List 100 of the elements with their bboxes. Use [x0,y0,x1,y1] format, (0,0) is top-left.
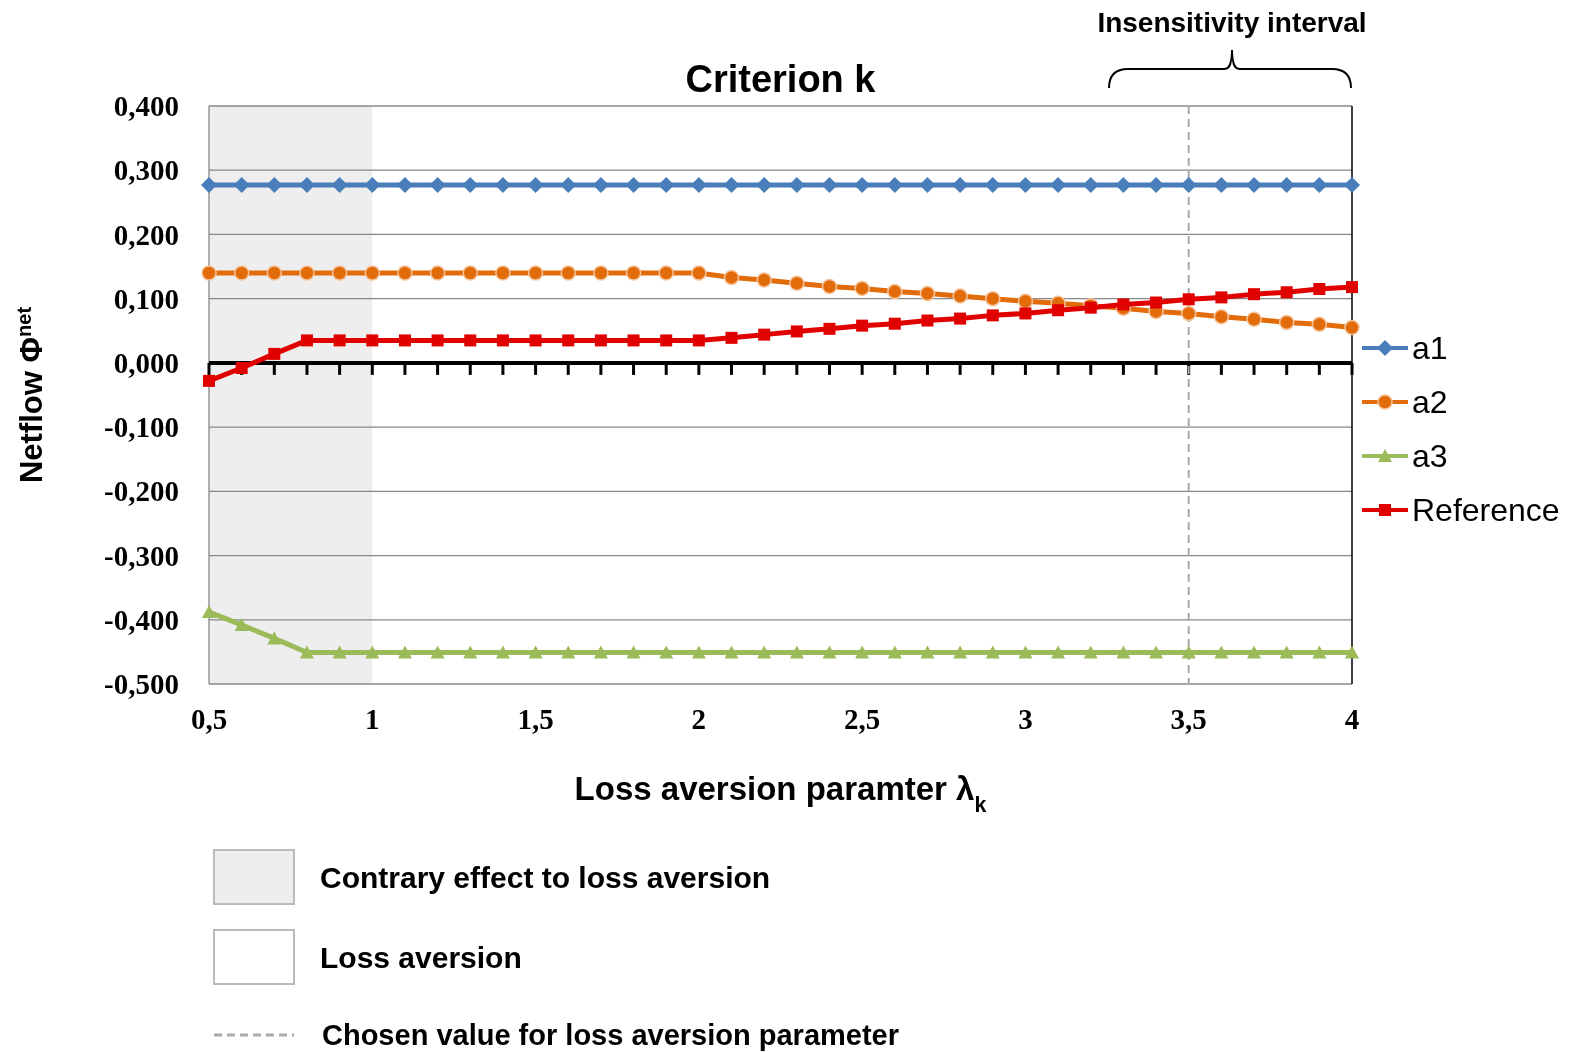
point [789,645,804,659]
point [464,334,477,347]
point [300,334,313,347]
point [561,645,576,659]
point [854,280,870,297]
point [266,265,283,281]
point [203,374,215,387]
point [1150,296,1163,309]
point [235,362,248,375]
point [660,334,673,347]
point [919,176,936,193]
point [725,331,738,344]
point [1017,176,1034,193]
point [234,617,249,631]
legend-label: Reference [1412,492,1560,529]
y-tick-label: -0,500 [104,668,179,701]
point [692,334,705,347]
y-tick-label: -0,400 [104,603,179,636]
point [1213,308,1230,325]
legend-label: Contrary effect to loss aversion [320,860,771,894]
point [1116,645,1131,659]
point [855,645,870,659]
point [397,645,412,659]
y-tick-label: 0,000 [113,347,179,380]
point [331,176,348,193]
point [723,176,740,193]
point [888,317,901,330]
point [431,334,444,347]
y-tick-label: -0,200 [104,475,179,508]
point [1280,286,1293,299]
point [691,265,707,281]
point [756,272,772,288]
point [331,265,348,281]
y-tick-label: -0,100 [104,411,179,444]
point [921,314,934,327]
point [333,334,346,347]
point [202,605,216,619]
point [789,275,805,291]
point [201,176,217,193]
point [560,265,576,281]
y-tick-label: 0,300 [113,154,179,187]
point [985,290,1001,307]
point [233,265,250,281]
point [593,645,608,659]
point [985,645,1000,659]
point [856,319,869,332]
point [658,265,674,281]
point [1180,305,1197,322]
point [723,269,740,286]
point [1115,176,1132,193]
x-tick-label: 0,5 [190,703,228,735]
point [724,645,739,659]
point [1117,298,1130,311]
point [430,645,445,659]
x-tick-label: 1 [365,703,380,735]
point [594,334,607,347]
point [625,265,642,281]
point [1345,645,1359,659]
point [1311,316,1328,333]
point [659,645,674,659]
point [627,334,640,347]
legend-label: a1 [1412,330,1448,367]
point [1083,645,1098,659]
point [790,325,803,338]
point [1278,314,1295,331]
x-tick-label: 2 [691,703,707,735]
point [1344,319,1360,336]
point [496,334,509,347]
point [1182,293,1195,306]
point [1052,304,1065,317]
point [365,645,380,659]
point [462,265,479,281]
point [691,645,706,659]
point [625,176,642,193]
point [887,283,903,300]
x-tick-label: 4 [1344,703,1360,735]
point [954,312,967,325]
point [758,328,771,341]
point [822,645,837,659]
point [529,334,542,347]
x-tick-label: 1,5 [517,703,554,735]
point [1213,176,1230,193]
chart-title: Criterion k [685,58,877,100]
x-axis-title: Loss aversion paramter λ$_{k}$ [574,770,987,817]
point [821,176,838,193]
point [1246,311,1262,327]
point [953,645,968,659]
x-tick-label: 2,5 [844,703,881,735]
point [919,285,936,302]
x-tick-label: 3,5 [1170,703,1207,735]
point [1215,291,1228,304]
point [1344,176,1360,193]
point [429,265,446,281]
point [332,645,347,659]
point [1018,645,1033,659]
point [1017,293,1034,309]
point [593,265,609,281]
legend-label: a3 [1412,438,1448,475]
point [562,334,575,347]
legend-label: Chosen value for loss aversion parameter [322,1019,899,1052]
